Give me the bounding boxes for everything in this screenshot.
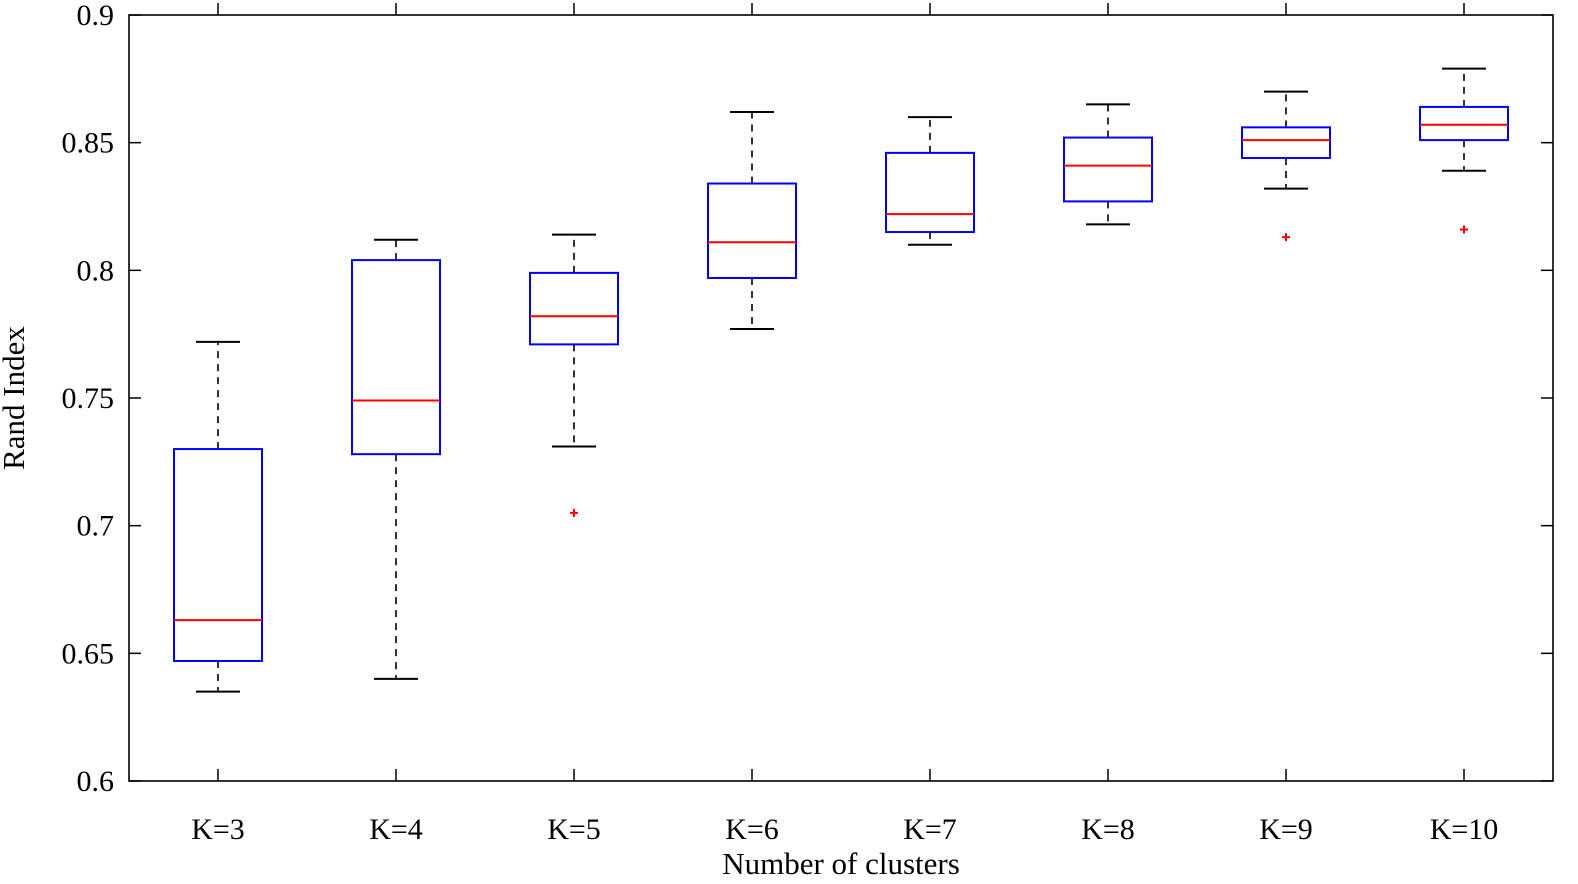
y-tick-label: 0.7	[77, 510, 115, 543]
x-tick-label: K=4	[369, 813, 423, 846]
x-tick-label: K=6	[725, 813, 779, 846]
y-tick-label: 0.6	[77, 765, 115, 798]
x-tick-label: K=3	[191, 813, 245, 846]
plot-area: 0.6 0.65 0.7 0.75 0.8 0.85 0.9 K=3 K=4 K=5 K=6 K=7 K…	[62, 0, 1554, 846]
axes-frame	[128, 14, 1554, 782]
y-axis-title: Rand Index	[0, 326, 31, 470]
box-iqr	[1419, 105, 1509, 142]
x-tick-label: K=9	[1259, 813, 1313, 846]
y-tick-label: 0.8	[77, 254, 115, 287]
y-tick-label: 0.65	[62, 637, 115, 670]
box-iqr	[529, 271, 619, 346]
y-tick-label: 0.75	[62, 382, 115, 415]
y-tick-label: 0.9	[77, 0, 115, 32]
box-iqr	[351, 259, 441, 456]
x-tick-label: K=7	[903, 813, 957, 846]
box-iqr	[173, 448, 263, 662]
box-iqr	[707, 182, 797, 279]
x-tick-label: K=10	[1430, 813, 1499, 846]
box-iqr	[885, 151, 975, 234]
x-tick-label: K=8	[1081, 813, 1135, 846]
x-axis-title: Number of clusters	[722, 846, 960, 881]
box-iqr	[1241, 126, 1331, 159]
box-iqr	[1063, 136, 1153, 203]
x-tick-label: K=5	[547, 813, 601, 846]
y-tick-label: 0.85	[62, 127, 115, 160]
